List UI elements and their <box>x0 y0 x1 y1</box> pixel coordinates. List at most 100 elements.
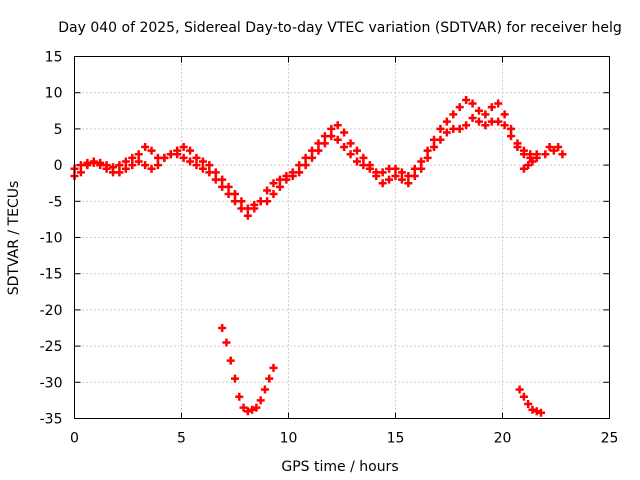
data-point <box>226 356 235 365</box>
data-point <box>487 103 496 112</box>
data-point <box>391 164 400 173</box>
data-point <box>269 190 278 199</box>
y-tick-label: 10 <box>45 86 63 102</box>
data-point <box>468 114 477 123</box>
data-point <box>500 110 509 119</box>
data-point <box>385 175 394 184</box>
data-point <box>397 175 406 184</box>
data-point <box>481 110 490 119</box>
data-point <box>141 161 150 170</box>
grid-layer <box>74 56 610 419</box>
data-point <box>524 400 533 409</box>
data-point <box>76 168 85 177</box>
data-point <box>147 146 156 155</box>
data-point <box>436 124 445 133</box>
data-point <box>205 168 214 177</box>
data-point <box>468 99 477 108</box>
data-point <box>352 157 361 166</box>
y-axis-label: SDTVAR / TECUs <box>6 181 22 296</box>
data-point <box>333 135 342 144</box>
data-point <box>211 175 220 184</box>
data-point <box>442 117 451 126</box>
data-point <box>282 175 291 184</box>
y-tick-label: -20 <box>40 303 63 319</box>
data-point <box>237 204 246 213</box>
series-late-segment <box>541 143 567 159</box>
data-point <box>474 117 483 126</box>
data-point <box>235 392 244 401</box>
data-point <box>243 407 252 416</box>
data-point <box>231 374 239 383</box>
data-point <box>186 157 195 166</box>
data-point <box>198 164 207 173</box>
data-point <box>96 161 105 170</box>
data-point <box>481 121 490 130</box>
data-point <box>179 153 188 162</box>
y-tick-label: -25 <box>40 339 63 355</box>
data-point <box>410 171 419 180</box>
tick-layer: 0 5 10 15 20 25 -35 -30 -25 -20 -15 -10 -5 0 5 10 15 <box>40 50 619 447</box>
data-point <box>513 143 522 151</box>
data-point <box>260 385 269 394</box>
data-point <box>417 164 426 173</box>
series-short-dip <box>519 157 537 173</box>
data-point <box>537 408 546 417</box>
data-point <box>365 164 374 173</box>
data-point <box>404 179 413 188</box>
data-point <box>528 405 537 414</box>
data-point <box>449 110 458 119</box>
data-point <box>198 157 207 166</box>
data-point <box>462 95 471 104</box>
data-point <box>423 146 432 155</box>
data-point <box>519 164 528 173</box>
data-point <box>121 164 130 173</box>
data-point <box>134 150 143 159</box>
y-tick-label: 0 <box>54 158 63 174</box>
data-point <box>462 121 471 130</box>
data-point <box>173 150 182 159</box>
data-point <box>288 171 297 180</box>
data-point <box>442 128 451 137</box>
data-point <box>160 153 169 162</box>
data-point <box>256 396 265 405</box>
x-tick-label: 20 <box>494 431 512 447</box>
data-point <box>352 146 361 155</box>
data-point <box>417 157 426 166</box>
data-point <box>102 164 111 173</box>
data-point <box>397 168 406 177</box>
series-outlier-arc-2 <box>515 385 546 417</box>
data-point <box>455 124 464 133</box>
data-point <box>243 211 252 220</box>
data-point <box>519 150 528 159</box>
data-point <box>89 158 98 167</box>
data-point <box>239 403 248 412</box>
data-point <box>128 153 137 162</box>
y-tick-label: -15 <box>40 267 63 283</box>
data-point <box>275 182 284 191</box>
x-axis-label: GPS time / hours <box>281 459 398 475</box>
series-outlier-arc-1 <box>218 324 278 416</box>
data-point <box>179 143 188 151</box>
x-tick-label: 15 <box>387 431 405 447</box>
data-point <box>507 124 516 133</box>
data-point <box>218 182 227 191</box>
data-point <box>532 407 541 416</box>
data-point <box>436 135 445 144</box>
x-tick-label: 0 <box>70 431 79 447</box>
y-tick-label: -5 <box>49 194 63 210</box>
data-point <box>314 146 323 155</box>
y-tick-label: 15 <box>45 50 63 66</box>
chart-title: Day 040 of 2025, Sidereal Day-to-day VTE… <box>58 20 621 36</box>
data-point <box>222 338 231 347</box>
data-point <box>134 157 143 166</box>
data-point <box>519 392 528 401</box>
data-point <box>528 157 537 166</box>
data-point <box>192 161 201 170</box>
series-main-band-a <box>70 95 541 213</box>
series-main-band-b <box>70 114 541 220</box>
data-point <box>359 153 368 162</box>
data-point <box>121 157 130 166</box>
data-point <box>549 146 558 155</box>
